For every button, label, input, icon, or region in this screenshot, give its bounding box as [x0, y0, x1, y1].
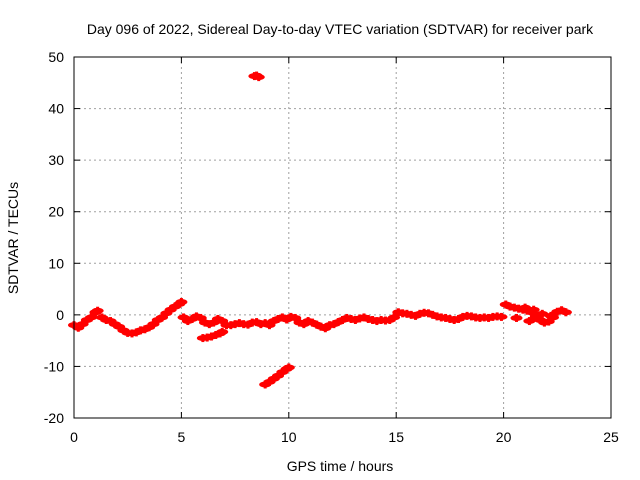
data-point — [523, 317, 536, 326]
data-point — [544, 311, 557, 320]
data-point — [536, 309, 549, 318]
data-point — [282, 363, 295, 372]
plot-frame — [73, 56, 612, 419]
y-tick-label: 30 — [48, 152, 64, 168]
x-tick-label: 25 — [603, 429, 619, 445]
series-segment-a — [196, 327, 229, 343]
data-marks — [68, 71, 572, 389]
x-tick-label: 10 — [281, 429, 297, 445]
series-main — [68, 297, 572, 338]
series-segment-c — [259, 363, 295, 389]
y-tick-label: -10 — [44, 358, 64, 374]
x-tick-label: 20 — [496, 429, 512, 445]
x-tick-label: 0 — [70, 429, 78, 445]
chart-title: Day 096 of 2022, Sidereal Day-to-day VTE… — [87, 21, 594, 37]
data-point — [216, 327, 229, 336]
x-axis-label: GPS time / hours — [287, 458, 394, 474]
data-point — [252, 73, 265, 82]
grid-lines — [74, 57, 611, 418]
axis-ticks: 0 5 10 15 20 25 -20 -10 0 10 20 30 40 50 — [44, 49, 619, 445]
data-point — [91, 306, 104, 315]
data-point — [175, 297, 188, 306]
y-tick-label: 0 — [56, 307, 64, 323]
y-tick-label: 10 — [48, 255, 64, 271]
y-tick-label: 50 — [48, 49, 64, 65]
y-tick-label: -20 — [44, 410, 64, 426]
series-segment-b — [248, 71, 265, 82]
y-tick-label: 20 — [48, 204, 64, 220]
x-tick-label: 5 — [178, 429, 186, 445]
data-point — [495, 312, 508, 321]
y-axis-label: SDTVAR / TECUs — [5, 182, 21, 294]
y-tick-label: 40 — [48, 101, 64, 117]
data-point — [559, 308, 572, 317]
data-point — [527, 305, 540, 314]
data-point — [510, 313, 523, 322]
x-tick-label: 15 — [388, 429, 404, 445]
